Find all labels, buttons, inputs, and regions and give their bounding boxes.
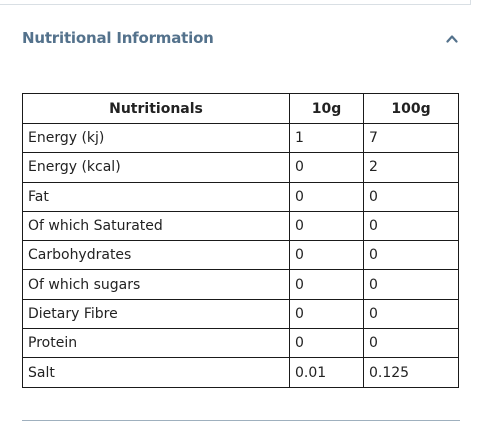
value-100g: 0 [363, 210, 459, 242]
table-row: Of which Saturated 0 0 [22, 210, 459, 242]
table-row: Protein 0 0 [22, 328, 459, 359]
value-10g: 1 [289, 122, 364, 154]
bottom-divider [22, 420, 460, 421]
table-row: Salt 0.01 0.125 [22, 357, 459, 388]
value-100g: 0.125 [363, 357, 459, 388]
header-nutritionals: Nutritionals [22, 93, 290, 124]
nutrition-table: Nutritionals 10g 100g Energy (kj) 1 7 En… [22, 93, 459, 388]
nutrient-name: Dietary Fibre [22, 298, 290, 330]
value-10g: 0 [289, 240, 364, 271]
value-10g: 0 [289, 181, 364, 212]
value-100g: 0 [363, 240, 459, 271]
value-10g: 0 [289, 298, 364, 330]
section-title: Nutritional Information [22, 29, 214, 47]
table-header-row: Nutritionals 10g 100g [22, 93, 459, 124]
value-10g: 0 [289, 269, 364, 300]
value-100g: 0 [363, 298, 459, 330]
nutrient-name: Of which sugars [22, 269, 290, 300]
nutrient-name: Protein [22, 328, 290, 359]
nutrient-name: Of which Saturated [22, 210, 290, 242]
value-10g: 0 [289, 152, 364, 183]
nutrient-name: Energy (kcal) [22, 152, 290, 183]
nutrition-accordion-header[interactable]: Nutritional Information [22, 26, 460, 50]
value-10g: 0 [289, 328, 364, 359]
value-100g: 7 [363, 122, 459, 154]
value-100g: 0 [363, 181, 459, 212]
nutrient-name: Salt [22, 357, 290, 388]
nutrient-name: Fat [22, 181, 290, 212]
value-10g: 0 [289, 210, 364, 242]
header-100g: 100g [363, 93, 459, 124]
table-row: Energy (kj) 1 7 [22, 122, 459, 154]
chevron-up-icon[interactable] [444, 30, 460, 46]
table-row: Of which sugars 0 0 [22, 269, 459, 300]
value-100g: 0 [363, 328, 459, 359]
value-100g: 0 [363, 269, 459, 300]
top-divider [0, 0, 471, 5]
table-row: Fat 0 0 [22, 181, 459, 212]
nutrient-name: Carbohydrates [22, 240, 290, 271]
table-row: Dietary Fibre 0 0 [22, 298, 459, 330]
value-100g: 2 [363, 152, 459, 183]
table-row: Energy (kcal) 0 2 [22, 152, 459, 183]
nutrient-name: Energy (kj) [22, 122, 290, 154]
header-10g: 10g [289, 93, 364, 124]
table-row: Carbohydrates 0 0 [22, 240, 459, 271]
value-10g: 0.01 [289, 357, 364, 388]
